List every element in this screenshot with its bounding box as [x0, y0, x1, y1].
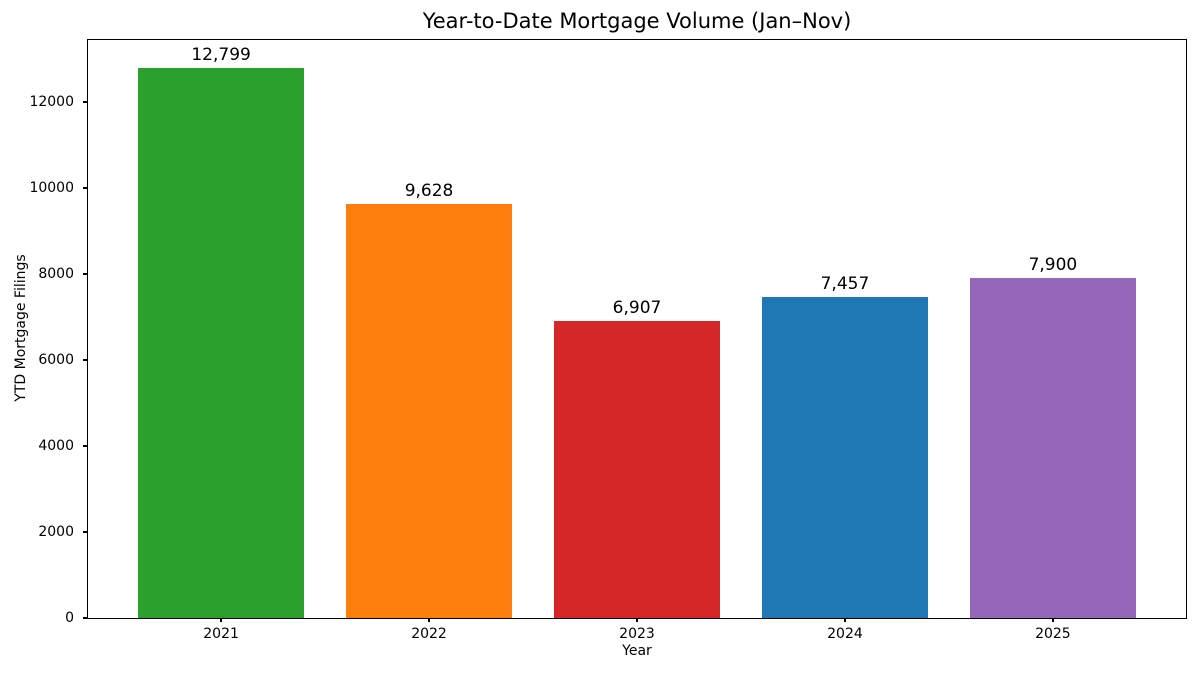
bar-value-label: 12,799 — [191, 44, 251, 65]
y-tick-mark — [83, 359, 87, 361]
x-tick-label: 2022 — [411, 626, 447, 642]
x-tick-label: 2024 — [827, 626, 863, 642]
y-tick-mark — [83, 445, 87, 447]
bar-2023 — [553, 320, 721, 618]
x-tick-label: 2021 — [203, 626, 239, 642]
y-tick-label: 6000 — [38, 351, 74, 368]
y-tick-label: 2000 — [38, 523, 74, 540]
y-tick-mark — [83, 273, 87, 275]
y-tick-label: 0 — [65, 610, 74, 626]
x-tick-mark — [220, 618, 222, 622]
bar-2022 — [345, 203, 513, 618]
y-tick-mark — [83, 187, 87, 189]
y-tick-label: 8000 — [38, 265, 74, 282]
x-tick-mark — [1052, 618, 1054, 622]
y-tick-label: 12000 — [29, 93, 74, 110]
x-tick-mark — [636, 618, 638, 622]
x-axis-label: Year — [622, 643, 652, 659]
y-tick-label: 4000 — [38, 437, 74, 454]
plot-area: 12,799 2021 9,628 2022 6,907 2023 7,457 2024 7,9… — [29, 39, 1187, 642]
bar-value-label: 7,900 — [1028, 255, 1078, 276]
x-tick-mark — [428, 618, 430, 622]
y-tick-label: 10000 — [29, 179, 74, 196]
x-tick-mark — [844, 618, 846, 622]
bar-2025 — [969, 278, 1137, 618]
y-tick-mark — [83, 101, 87, 103]
bar-2024 — [761, 297, 929, 618]
chart-title: Year-to-Date Mortgage Volume (Jan–Nov) — [422, 9, 852, 33]
bar-value-label: 9,628 — [404, 180, 454, 201]
bar-2021 — [137, 67, 305, 618]
y-tick-mark — [83, 617, 87, 619]
x-tick-label: 2025 — [1035, 626, 1071, 642]
bar-value-label: 7,457 — [820, 274, 870, 295]
y-tick-mark — [83, 531, 87, 533]
bar-value-label: 6,907 — [612, 297, 662, 318]
x-tick-label: 2023 — [619, 626, 655, 642]
